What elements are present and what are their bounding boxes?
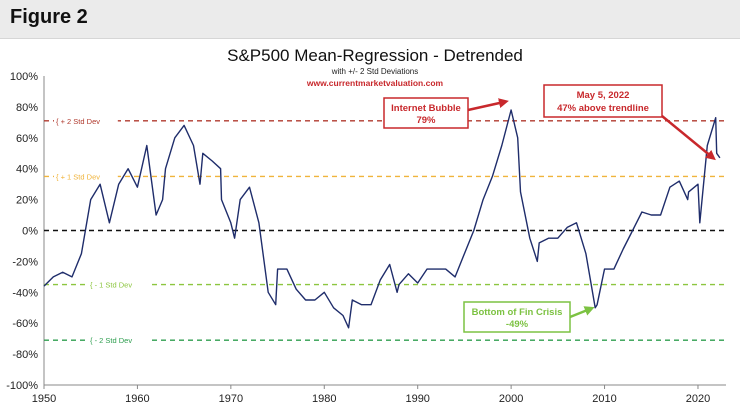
reference-label: { + 1 Std Dev (56, 172, 100, 181)
x-tick-label: 1960 (125, 393, 149, 405)
annotation-label: May 5, 2022 (577, 90, 630, 101)
reference-label-bg (54, 114, 118, 126)
reference-lines: { + 2 Std Dev { + 1 Std Dev { - 1 Std Dev {… (44, 114, 726, 346)
annotation-value: 47% above trendline (557, 103, 649, 114)
x-tick-label: 2010 (592, 393, 616, 405)
figure-header: Figure 2 (0, 0, 740, 39)
reference-label: { + 2 Std Dev (56, 117, 100, 126)
annotation-may-2022: May 5, 2022 47% above trendline (543, 84, 716, 161)
figure-label: Figure 2 (10, 6, 88, 28)
y-tick-label: 0% (22, 226, 38, 238)
reference-label-bg (88, 334, 152, 346)
reference-label: { - 2 Std Dev (90, 336, 132, 345)
annotation-box (463, 301, 571, 333)
chart: S&P500 Mean-Regression - Detrended with … (6, 46, 726, 405)
reference-label-bg (54, 170, 118, 182)
annotation-box (543, 84, 663, 118)
annotation-arrow (467, 98, 509, 112)
x-tick-label: 2020 (686, 393, 710, 405)
axes: -100% -80% -60% -40% -20% 0% 20% 40% 60% 80% 100% 1… (6, 71, 726, 405)
x-tick-label: 1980 (312, 393, 336, 405)
annotation-label: Internet Bubble (391, 103, 461, 114)
annotation-box (383, 97, 469, 129)
chart-title: S&P500 Mean-Regression - Detrended (227, 46, 523, 65)
y-tick-label: -100% (6, 380, 38, 392)
annotation-fin-crisis: Bottom of Fin Crisis -49% (463, 301, 595, 333)
y-tick-label: 100% (10, 71, 38, 83)
annotation-value: 79% (416, 115, 436, 126)
y-tick-label: 80% (16, 102, 38, 114)
y-tick-label: -20% (12, 256, 38, 268)
reference-label-bg (88, 278, 152, 290)
source-url: www.currentmarketvaluation.com (306, 78, 444, 88)
y-tick-label: 20% (16, 195, 38, 207)
annotation-arrow (661, 115, 716, 161)
x-tick-label: 1950 (32, 393, 56, 405)
y-tick-label: -60% (12, 318, 38, 330)
y-tick-label: 60% (16, 133, 38, 145)
series-line (43, 109, 721, 329)
reference-label: { - 1 Std Dev (90, 281, 132, 290)
annotation-internet-bubble: Internet Bubble 79% (383, 97, 509, 129)
annotation-value: -49% (506, 319, 529, 330)
annotation-label: Bottom of Fin Crisis (472, 307, 563, 318)
series-group (43, 109, 721, 329)
y-tick-label: -40% (12, 287, 38, 299)
annotation-arrow (569, 306, 595, 319)
y-tick-label: -80% (12, 349, 38, 361)
x-tick-label: 1990 (405, 393, 429, 405)
x-tick-label: 2000 (499, 393, 523, 405)
chart-subtitle: with +/- 2 Std Deviations (331, 67, 418, 76)
x-tick-label: 1970 (219, 393, 243, 405)
y-tick-label: 40% (16, 164, 38, 176)
